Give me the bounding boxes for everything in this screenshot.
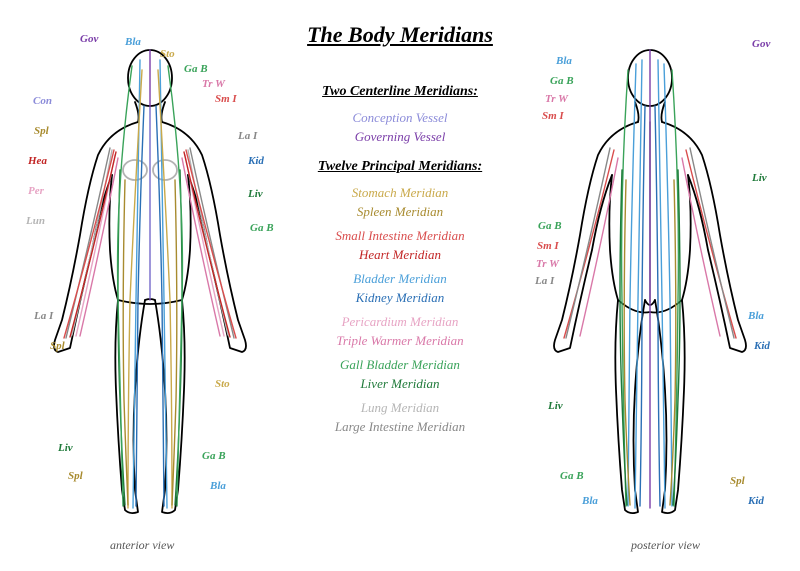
anterior-caption: anterior view: [110, 538, 174, 553]
centerline-item: Governing Vessel: [280, 129, 520, 145]
meridian-group: Stomach Meridian Spleen Meridian: [280, 185, 520, 220]
back-label-spl: Spl: [730, 475, 745, 487]
back-label-bla: Bla: [748, 310, 764, 322]
back-label-kid: Kid: [754, 340, 770, 352]
principal-heading: Twelve Principal Meridians:: [280, 159, 520, 175]
front-label-sto: Sto: [215, 378, 230, 390]
centerline-heading: Two Centerline Meridians:: [280, 84, 520, 100]
back-label-trw: Tr W: [536, 258, 559, 270]
principal-item: Liver Meridian: [280, 376, 520, 392]
front-label-gov: Gov: [80, 33, 98, 45]
principal-item: Spleen Meridian: [280, 204, 520, 220]
principal-item: Triple Warmer Meridian: [280, 333, 520, 349]
back-label-bla: Bla: [556, 55, 572, 67]
front-label-gab: Ga B: [202, 450, 226, 462]
front-label-hea: Hea: [28, 155, 47, 167]
front-label-bla: Bla: [125, 36, 141, 48]
posterior-body-svg: [540, 40, 760, 520]
front-label-kid: Kid: [248, 155, 264, 167]
principal-item: Small Intestine Meridian: [280, 228, 520, 244]
front-label-spl: Spl: [34, 125, 49, 137]
back-label-gab: Ga B: [538, 220, 562, 232]
posterior-figure: [540, 40, 760, 520]
back-label-gab: Ga B: [550, 75, 574, 87]
back-label-smi: Sm I: [537, 240, 559, 252]
principal-item: Heart Meridian: [280, 247, 520, 263]
principal-item: Lung Meridian: [280, 400, 520, 416]
back-label-liv: Liv: [752, 172, 767, 184]
posterior-caption: posterior view: [631, 538, 700, 553]
front-label-lun: Lun: [26, 215, 45, 227]
anterior-figure: [40, 40, 260, 520]
front-label-trw: Tr W: [202, 78, 225, 90]
meridian-group: Bladder Meridian Kidney Meridian: [280, 271, 520, 306]
front-label-lai: La I: [238, 130, 257, 142]
back-label-trw: Tr W: [545, 93, 568, 105]
principal-item: Large Intestine Meridian: [280, 419, 520, 435]
centerline-item: Conception Vessel: [280, 110, 520, 126]
principal-item: Gall Bladder Meridian: [280, 357, 520, 373]
front-label-gab: Ga B: [184, 63, 208, 75]
principal-item: Bladder Meridian: [280, 271, 520, 287]
back-label-gov: Gov: [752, 38, 770, 50]
meridian-group: Gall Bladder Meridian Liver Meridian: [280, 357, 520, 392]
principal-item: Pericardium Meridian: [280, 314, 520, 330]
back-label-liv: Liv: [548, 400, 563, 412]
back-label-bla: Bla: [582, 495, 598, 507]
principal-item: Stomach Meridian: [280, 185, 520, 201]
front-label-liv: Liv: [58, 442, 73, 454]
back-label-smi: Sm I: [542, 110, 564, 122]
principal-item: Kidney Meridian: [280, 290, 520, 306]
legend-column: Two Centerline Meridians: Conception Ves…: [280, 70, 520, 443]
front-label-gab: Ga B: [250, 222, 274, 234]
front-label-spl: Spl: [68, 470, 83, 482]
front-label-liv: Liv: [248, 188, 263, 200]
front-label-sto: Sto: [160, 48, 175, 60]
anterior-body-svg: [40, 40, 260, 520]
meridian-group: Small Intestine Meridian Heart Meridian: [280, 228, 520, 263]
front-label-spl: Spl: [50, 340, 65, 352]
front-label-con: Con: [33, 95, 52, 107]
front-label-per: Per: [28, 185, 44, 197]
meridian-group: Lung Meridian Large Intestine Meridian: [280, 400, 520, 435]
page-title: The Body Meridians: [307, 22, 493, 48]
front-label-bla: Bla: [210, 480, 226, 492]
meridian-group: Pericardium Meridian Triple Warmer Meridi…: [280, 314, 520, 349]
back-label-kid: Kid: [748, 495, 764, 507]
back-label-lai: La I: [535, 275, 554, 287]
front-label-smi: Sm I: [215, 93, 237, 105]
front-label-lai: La I: [34, 310, 53, 322]
back-label-gab: Ga B: [560, 470, 584, 482]
